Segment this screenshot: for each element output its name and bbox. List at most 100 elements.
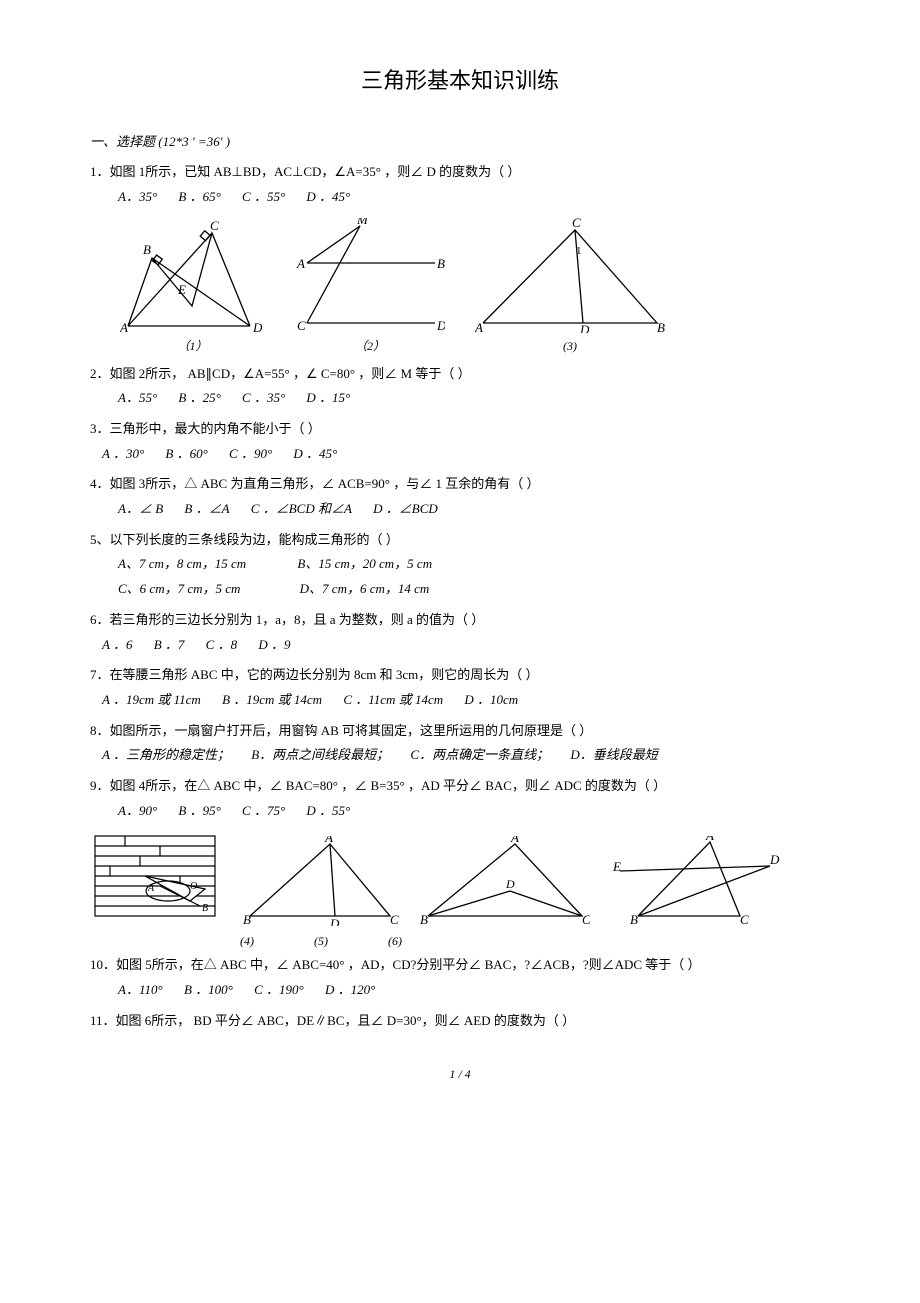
q1-text: 1．如图 1所示，已知 AB⊥BD，AC⊥CD，∠A=35° ，则∠ D 的度数… xyxy=(90,160,830,185)
q2-opt-d: D ．15° xyxy=(306,390,350,405)
q7-opt-a: A ．19cm 或 11cm xyxy=(102,692,201,707)
figure-row-1: A B C D E （1） A B C D M （2） xyxy=(120,218,830,358)
q7-opt-d: D ．10cm xyxy=(464,692,518,707)
question-11: 11．如图 6所示， BD 平分∠ ABC，DE∥BC，且∠ D=30°，则∠ … xyxy=(90,1009,830,1034)
question-6: 6．若三角形的三边长分别为 1，a，8，且 a 为整数，则 a 的值为（ ） A… xyxy=(90,608,830,657)
q6-opt-a: A ．6 xyxy=(102,637,132,652)
q8-opt-b: B．两点之间线段最短； xyxy=(251,747,389,762)
svg-text:O: O xyxy=(190,881,197,892)
svg-text:C: C xyxy=(390,912,399,926)
figure-window: A B O xyxy=(90,831,220,926)
svg-text:A: A xyxy=(475,320,483,333)
q9-opt-c: C ．75° xyxy=(242,803,285,818)
q4-opt-d: D ．∠BCD xyxy=(373,501,438,516)
question-7: 7．在等腰三角形 ABC 中，它的两边长分别为 8cm 和 3cm，则它的周长为… xyxy=(90,663,830,712)
q4-opt-a: A．∠ B xyxy=(118,501,163,516)
q6-opt-b: B ．7 xyxy=(154,637,185,652)
question-2: 2．如图 2所示， AB∥CD，∠A=55° ，∠ C=80° ，则∠ M 等于… xyxy=(90,362,830,411)
q6-opt-c: C ．8 xyxy=(206,637,237,652)
q1-opt-a: A．35° xyxy=(118,189,157,204)
figure-5-caption: (5) xyxy=(314,930,328,953)
svg-text:B: B xyxy=(630,912,638,926)
figure-6: A B C D E xyxy=(610,836,780,926)
figure-row-2-captions: (4) (5) (6) xyxy=(240,930,830,953)
figure-2-caption: （2） xyxy=(355,335,385,358)
svg-text:D: D xyxy=(329,916,340,926)
svg-text:B: B xyxy=(243,912,251,926)
figure-6-caption: (6) xyxy=(388,930,402,953)
question-3: 3．三角形中，最大的内角不能小于（ ） A ．30° B ．60° C ．90°… xyxy=(90,417,830,466)
svg-text:D: D xyxy=(252,320,263,333)
q2-opt-c: C ．35° xyxy=(242,390,285,405)
q6-text: 6．若三角形的三边长分别为 1，a，8，且 a 为整数，则 a 的值为（ ） xyxy=(90,608,830,633)
svg-text:B: B xyxy=(420,912,428,926)
svg-text:C: C xyxy=(297,318,306,333)
q2-opt-b: B ．25° xyxy=(178,390,220,405)
figure-5: A B C D xyxy=(420,836,590,926)
q10-opt-c: C ．190° xyxy=(254,982,304,997)
svg-text:E: E xyxy=(177,282,186,297)
q3-opt-c: C ．90° xyxy=(229,446,272,461)
q6-opt-d: D ．9 xyxy=(258,637,290,652)
q3-opt-d: D ．45° xyxy=(293,446,337,461)
q9-opt-b: B ．95° xyxy=(178,803,220,818)
page-title: 三角形基本知识训练 xyxy=(90,60,830,102)
svg-text:M: M xyxy=(356,218,369,227)
svg-text:A: A xyxy=(296,256,305,271)
question-8: 8．如图所示，一扇窗户打开后，用窗钩 AB 可将其固定，这里所运用的几何原理是（… xyxy=(90,719,830,768)
question-10: 10．如图 5所示，在△ ABC 中，∠ ABC=40° ，AD，CD?分别平分… xyxy=(90,953,830,1002)
q5-opt-a: A、7 cm，8 cm，15 cm xyxy=(118,556,246,571)
q9-opt-a: A．90° xyxy=(118,803,157,818)
svg-text:A: A xyxy=(120,320,128,333)
q5-opt-c: C、6 cm，7 cm，5 cm xyxy=(118,581,240,596)
svg-text:1: 1 xyxy=(576,245,582,257)
svg-text:B: B xyxy=(437,256,445,271)
q1-opt-d: D ．45° xyxy=(306,189,350,204)
q8-opt-d: D．垂线段最短 xyxy=(570,747,657,762)
svg-text:A: A xyxy=(147,883,155,894)
q2-opt-a: A．55° xyxy=(118,390,157,405)
q9-opt-d: D ．55° xyxy=(306,803,350,818)
question-1: 1．如图 1所示，已知 AB⊥BD，AC⊥CD，∠A=35° ，则∠ D 的度数… xyxy=(90,160,830,209)
q10-opt-d: D ．120° xyxy=(325,982,375,997)
figure-1: A B C D E （1） xyxy=(120,218,265,358)
q5-opt-d: D、7 cm，6 cm，14 cm xyxy=(300,581,430,596)
question-4: 4．如图 3所示，△ ABC 为直角三角形，∠ ACB=90° ，与∠ 1 互余… xyxy=(90,472,830,521)
svg-text:B: B xyxy=(202,903,208,914)
q11-text: 11．如图 6所示， BD 平分∠ ABC，DE∥BC，且∠ D=30°，则∠ … xyxy=(90,1009,830,1034)
svg-text:A: A xyxy=(705,836,714,843)
q10-text: 10．如图 5所示，在△ ABC 中，∠ ABC=40° ，AD，CD?分别平分… xyxy=(90,953,830,978)
q4-opt-c: C ．∠BCD 和∠A xyxy=(251,501,352,516)
q7-text: 7．在等腰三角形 ABC 中，它的两边长分别为 8cm 和 3cm，则它的周长为… xyxy=(90,663,830,688)
q2-text: 2．如图 2所示， AB∥CD，∠A=55° ，∠ C=80° ，则∠ M 等于… xyxy=(90,362,830,387)
page-number: 1 / 4 xyxy=(90,1063,830,1086)
svg-text:D: D xyxy=(579,322,590,333)
q7-opt-c: C ．11cm 或 14cm xyxy=(343,692,443,707)
figure-4: A B C D xyxy=(240,836,400,926)
svg-text:D: D xyxy=(505,877,515,891)
q5-text: 5、以下列长度的三条线段为边，能构成三角形的（ ） xyxy=(90,528,830,553)
svg-text:C: C xyxy=(740,912,749,926)
svg-text:D: D xyxy=(436,318,445,333)
q7-opt-b: B ．19cm 或 14cm xyxy=(222,692,322,707)
svg-text:C: C xyxy=(572,218,581,230)
q10-opt-b: B ．100° xyxy=(184,982,233,997)
q5-opt-b: B、15 cm，20 cm，5 cm xyxy=(297,556,432,571)
svg-text:E: E xyxy=(612,859,621,874)
question-9: 9．如图 4所示，在△ ABC 中，∠ BAC=80° ，∠ B=35° ，AD… xyxy=(90,774,830,823)
q3-opt-a: A ．30° xyxy=(102,446,144,461)
figure-2: A B C D M （2） xyxy=(295,218,445,358)
section-header: 一、选择题 (12*3 ′ =36′ ) xyxy=(90,130,830,155)
figure-4-caption: (4) xyxy=(240,930,254,953)
svg-text:A: A xyxy=(510,836,519,845)
question-5: 5、以下列长度的三条线段为边，能构成三角形的（ ） A、7 cm，8 cm，15… xyxy=(90,528,830,602)
q1-opt-b: B ．65° xyxy=(178,189,220,204)
svg-text:A: A xyxy=(324,836,333,845)
q9-text: 9．如图 4所示，在△ ABC 中，∠ BAC=80° ，∠ B=35° ，AD… xyxy=(90,774,830,799)
q10-opt-a: A．110° xyxy=(118,982,163,997)
q3-text: 3．三角形中，最大的内角不能小于（ ） xyxy=(90,417,830,442)
q8-opt-a: A ．三角形的稳定性； xyxy=(102,747,230,762)
q4-text: 4．如图 3所示，△ ABC 为直角三角形，∠ ACB=90° ，与∠ 1 互余… xyxy=(90,472,830,497)
q3-opt-b: B ．60° xyxy=(165,446,207,461)
svg-text:C: C xyxy=(210,218,219,233)
